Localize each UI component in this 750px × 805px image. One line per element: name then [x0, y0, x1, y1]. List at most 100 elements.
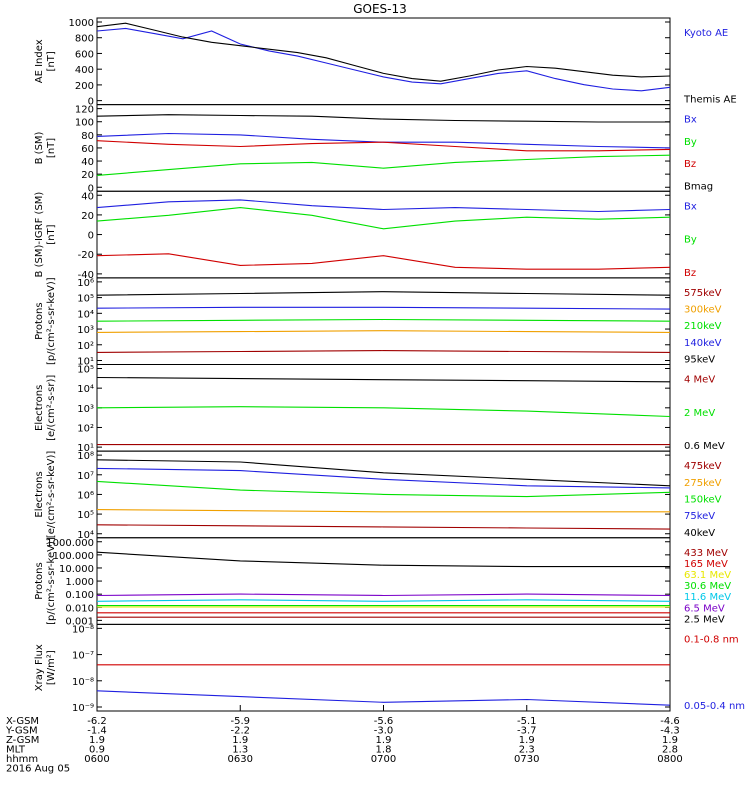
y-axis-label-line: Protons [34, 302, 45, 339]
y-axis-label-line: [p/(cm²-s-sr-keV)] [46, 277, 57, 365]
series-line-275kev [96, 509, 670, 513]
y-tick-label: 10⁵ [77, 294, 94, 305]
x-axis-value: 1.9 [232, 735, 248, 746]
x-axis-value: -6.2 [87, 716, 107, 727]
y-tick-label: 0 [88, 97, 94, 108]
y-axis-label: B (SM)[nT] [34, 131, 57, 164]
y-axis-label-line: B (SM) [34, 131, 45, 164]
y-tick-label: 10¹ [77, 357, 94, 368]
series-line-6-5-mev [96, 593, 671, 597]
x-axis-value: 0630 [228, 754, 253, 765]
x-axis-value: 0.9 [89, 745, 105, 756]
y-axis-label: B (SM)-IGRF (SM)[nT] [34, 192, 57, 278]
y-axis-label: Electrons[e/(cm²-s-sr-keV)] [34, 451, 57, 539]
legend-label: 300keV [684, 305, 722, 316]
legend-label: Kyoto AE [684, 28, 728, 39]
y-tick-label: 10⁻⁸ [72, 677, 94, 688]
legend-label: 2.5 MeV [684, 614, 725, 625]
x-axis-value: -1.4 [87, 726, 107, 737]
y-tick-label: 10⁸ [77, 451, 94, 462]
y-tick-label: -20 [78, 250, 94, 261]
y-axis-label-line: [e/(cm²-s-sr-keV)] [46, 451, 57, 539]
y-tick-label: 10⁶ [77, 278, 94, 289]
series-line-40kev [96, 459, 671, 487]
legend-label: By [684, 235, 697, 246]
panel-6: 10⁸ 10⁷ 10⁶ 10⁵ 10⁴ Electrons[e/(cm²-s-sr-keV… [34, 451, 722, 541]
panel-7: 1000.000 100.000 10.000 1.000 0.100 0.010 0.00… [34, 537, 731, 627]
y-tick-label: 10⁻⁹ [72, 703, 94, 714]
panel-1: 1000 800 600 400 200 0 AE Index[nT] Kyoto AE The… [34, 17, 737, 108]
y-axis-label-line: [nT] [46, 51, 57, 71]
x-axis-value: 0730 [514, 754, 539, 765]
y-tick-label: 10² [77, 423, 94, 434]
y-tick-label: 10⁷ [77, 471, 94, 482]
y-tick-label: 10² [77, 341, 94, 352]
legend-label: 475keV [684, 461, 722, 472]
legend-label: 75keV [684, 511, 715, 522]
y-tick-label: 10⁴ [77, 530, 94, 541]
series-line-bx [96, 199, 671, 213]
y-tick-label: 0.010 [65, 603, 94, 614]
x-axis-value: -5.1 [517, 716, 537, 727]
figure-title: GOES-13 [353, 2, 407, 16]
y-tick-label: 800 [75, 34, 94, 45]
y-tick-label: 80 [81, 131, 94, 142]
series-line-150kev [96, 480, 671, 498]
y-tick-label: 10⁻⁸ [72, 624, 94, 635]
series-line-2-mev [96, 406, 671, 418]
panel-4: 10⁶ 10⁵ 10⁴ 10³ 10² 10¹ Protons[p/(cm²-s-sr-ke… [34, 277, 722, 367]
legend-label: 0.05-0.4 nm [684, 701, 745, 712]
x-axis-value: 1.9 [89, 735, 105, 746]
y-tick-label: 40 [81, 191, 94, 202]
x-axis-value: -2.2 [230, 726, 250, 737]
x-axis-row-label: hhmm [6, 754, 38, 765]
legend-label: Bx [684, 201, 697, 212]
legend-label: 275keV [684, 478, 722, 489]
series-line-2-5-mev [96, 551, 670, 568]
y-tick-label: 10⁻⁷ [72, 651, 94, 662]
legend-label: 210keV [684, 321, 722, 332]
y-axis-label: Electrons[e/(cm²-s-sr)] [34, 375, 57, 441]
legend-label: 2 MeV [684, 408, 715, 419]
x-axis-value: 0600 [84, 754, 109, 765]
legend-label: 433 MeV [684, 548, 728, 559]
x-axis-value: 1.9 [662, 735, 678, 746]
y-axis-label: Protons[p/(cm²-s-sr-keV)] [34, 277, 57, 365]
y-tick-label: 1000 [69, 18, 94, 29]
series-line-210kev [96, 318, 671, 322]
series-line-475kev [96, 524, 671, 530]
legend-label: 30.6 MeV [684, 581, 731, 592]
legend-label: 140keV [684, 338, 722, 349]
y-axis-label-line: [nT] [46, 224, 57, 244]
x-axis-value: -4.3 [660, 726, 680, 737]
series-line-by [96, 154, 671, 176]
x-axis-value: 1.9 [519, 735, 535, 746]
x-axis-row-label: MLT [6, 745, 26, 756]
y-axis-label: Protons[p/(cm²-s-sr-keV)] [34, 537, 57, 625]
y-tick-label: 60 [81, 144, 94, 155]
legend-label: Bz [684, 268, 696, 279]
legend-label: 40keV [684, 528, 715, 539]
x-axis-value: 0800 [657, 754, 682, 765]
panel-3: 40 20 0 -20 -40 B (SM)-IGRF (SM)[nT] Bx By Bz [34, 190, 697, 281]
y-axis-label-line: Protons [34, 562, 45, 599]
y-tick-label: 600 [75, 49, 94, 60]
panel-frame [96, 537, 671, 625]
y-axis-label-line: [p/(cm²-s-sr-keV)] [46, 537, 57, 625]
legend-label: 150keV [684, 494, 722, 505]
series-line-140kev [96, 306, 671, 310]
x-axis-row-label: Y-GSM [5, 726, 38, 737]
panel-frame [96, 17, 671, 106]
y-tick-label: 0 [88, 231, 94, 242]
y-tick-label: 20 [81, 170, 94, 181]
y-tick-label: 20 [81, 211, 94, 222]
series-line-0-05-0-4-nm [96, 690, 671, 706]
y-tick-label: -40 [78, 270, 94, 281]
legend-label: 0.6 MeV [684, 441, 725, 452]
x-axis-value: -3.0 [374, 726, 394, 737]
legend-label: 63.1 MeV [684, 570, 731, 581]
x-axis-value: -5.6 [374, 716, 394, 727]
y-axis-label-line: AE Index [34, 39, 45, 83]
x-axis-row-label: Z-GSM [6, 735, 39, 746]
series-line-75kev [96, 467, 671, 489]
